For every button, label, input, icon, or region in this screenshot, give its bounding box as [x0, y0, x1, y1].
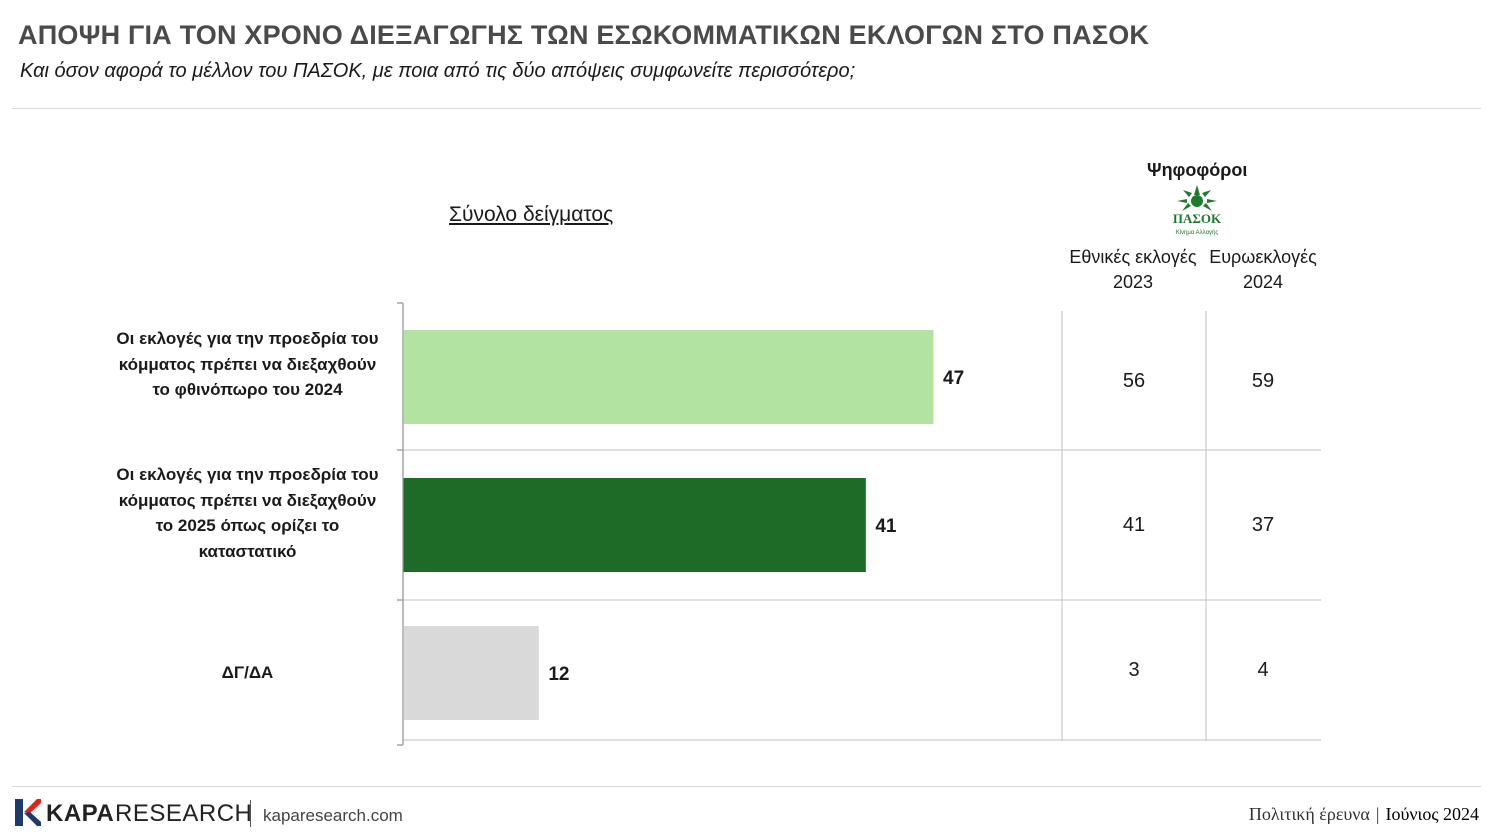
brand-separator — [250, 800, 251, 827]
column-header-euro-2024: Ευρωεκλογές 2024 — [1193, 245, 1333, 295]
bar-value-label: 41 — [875, 516, 897, 537]
footer-divider — [12, 786, 1481, 787]
brand-name-light: RESEARCH — [115, 800, 253, 827]
footer-survey-label: Πολιτική έρευνα — [1248, 804, 1370, 824]
category-label: Οι εκλογές για την προεδρία του κόμματος… — [116, 329, 379, 399]
bar — [403, 478, 866, 572]
table-value-euro-2024: 59 — [1251, 370, 1275, 392]
table-value-national-2023: 3 — [1128, 659, 1140, 681]
table-value-national-2023: 41 — [1122, 514, 1146, 536]
column-header-line2: 2023 — [1112, 272, 1154, 292]
bar — [403, 330, 934, 424]
pasok-logo-subtext: Κίνημα Αλλαγής — [1176, 229, 1219, 236]
header-divider — [12, 108, 1481, 109]
bar-value-label: 12 — [548, 664, 569, 685]
voters-group-label: Ψηφοφόροι — [1147, 160, 1248, 180]
category-label: Οι εκλογές για την προεδρία του κόμματος… — [116, 465, 379, 561]
bar-value-label: 47 — [943, 368, 964, 389]
pasok-logo-text: ΠΑΣΟΚ — [1173, 211, 1222, 226]
footer-meta: Πολιτική έρευνα | Ιούνιος 2024 — [1249, 804, 1479, 825]
bar — [403, 626, 539, 720]
table-value-euro-2024: 37 — [1251, 514, 1275, 536]
table-value-national-2023: 56 — [1122, 370, 1146, 392]
page-title: ΑΠΟΨΗ ΓΙΑ ΤΟΝ ΧΡΟΝΟ ΔΙΕΞΑΓΩΓΗΣ ΤΩΝ ΕΣΩΚΟ… — [18, 20, 1150, 50]
footer-separator: | — [1375, 804, 1380, 824]
category-label: ΔΓ/ΔΑ — [221, 663, 274, 682]
page-subtitle: Και όσον αφορά το μέλλον του ΠΑΣΟΚ, με π… — [20, 60, 856, 82]
column-header-line1: Εθνικές εκλογές — [1069, 247, 1197, 267]
pasok-logo: ΠΑΣΟΚ Κίνημα Αλλαγής — [1173, 185, 1222, 236]
kapa-logo-icon — [15, 799, 41, 826]
column-header-national-2023: Εθνικές εκλογές 2023 — [1063, 245, 1203, 295]
bars: 47 41 12 — [403, 330, 964, 720]
website-link[interactable]: kaparesearch.com — [263, 806, 403, 825]
column-header-line2: 2024 — [1242, 272, 1284, 292]
table-grid — [397, 302, 1321, 746]
brand-name-bold: KAPA — [46, 800, 115, 827]
sample-label: Σύνολο δείγματος — [449, 203, 614, 226]
table-value-euro-2024: 4 — [1257, 659, 1269, 681]
column-header-line1: Ευρωεκλογές — [1209, 247, 1317, 267]
footer-date: Ιούνιος 2024 — [1385, 804, 1479, 824]
